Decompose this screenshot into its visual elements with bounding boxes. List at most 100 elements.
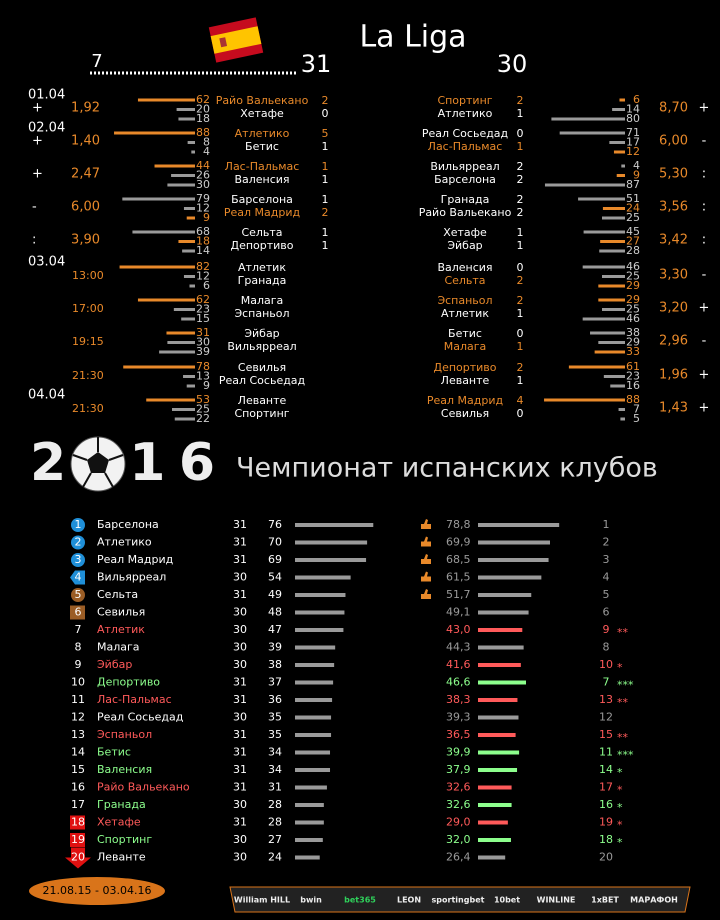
stat-value: 25 xyxy=(626,270,640,283)
rank: 1 xyxy=(603,518,610,531)
position: 18 xyxy=(71,816,85,829)
sign: + xyxy=(699,301,710,316)
stat-bar xyxy=(621,164,625,168)
sign: + xyxy=(699,368,710,383)
percent: 26,4 xyxy=(446,851,471,864)
percent-bar xyxy=(478,838,511,842)
stat-value: 5 xyxy=(633,412,640,425)
percent: 29,0 xyxy=(446,816,471,829)
sign: - xyxy=(702,334,707,349)
score: 1 xyxy=(517,107,524,120)
stat-bar xyxy=(154,164,195,168)
points: 28 xyxy=(268,816,282,829)
team: Спортинг xyxy=(97,833,152,846)
stat-bar xyxy=(137,98,195,102)
games: 30 xyxy=(233,711,247,724)
team-name: Малага xyxy=(444,340,487,353)
points: 39 xyxy=(268,641,282,654)
sign: : xyxy=(702,167,706,182)
stat-bar xyxy=(178,117,195,121)
team: Валенсия xyxy=(97,763,152,776)
points: 35 xyxy=(268,728,282,741)
percent: 61,5 xyxy=(446,571,471,584)
rank: 12 xyxy=(599,711,613,724)
position: 5 xyxy=(75,588,82,601)
points: 70 xyxy=(268,536,282,549)
date: 02.04 xyxy=(28,121,65,136)
score: 1 xyxy=(322,193,329,206)
stat-bar xyxy=(183,375,195,378)
percent-bar xyxy=(478,855,506,860)
points-bar xyxy=(295,803,324,807)
team-name: Севилья xyxy=(238,361,286,374)
score: 1 xyxy=(517,239,524,252)
stat-value: 26 xyxy=(196,169,210,182)
sponsor: bet365 xyxy=(344,896,376,905)
points-bar xyxy=(295,610,345,615)
team-name: Вильярреал xyxy=(227,340,296,353)
stat-value: 53 xyxy=(196,393,210,406)
points: 28 xyxy=(268,798,282,811)
stat-bar xyxy=(183,275,195,278)
stat-bar xyxy=(582,265,625,269)
stars: * xyxy=(617,836,623,849)
stat-bar xyxy=(146,398,195,402)
percent-bar xyxy=(478,523,560,527)
stat-value: 9 xyxy=(203,211,210,224)
sign: + xyxy=(32,101,43,116)
score: 1 xyxy=(322,173,329,186)
percent-bar xyxy=(478,663,521,667)
stat-bar xyxy=(181,317,195,321)
date: 04.04 xyxy=(28,388,65,403)
stat-value: 15 xyxy=(196,312,210,325)
points-bar xyxy=(295,785,327,790)
position-badge xyxy=(71,518,85,532)
time: 21:30 xyxy=(72,369,104,382)
team-name: Эйбар xyxy=(447,239,482,252)
team-name: Реал Мадрид xyxy=(427,394,504,407)
stat-value: 17 xyxy=(626,136,640,149)
odds: 2,96 xyxy=(659,334,688,349)
stat-bar xyxy=(186,216,195,220)
team-name: Атлетико xyxy=(438,107,493,120)
stat-bar xyxy=(568,365,625,369)
thumb-icon xyxy=(421,554,431,564)
stat-value: 62 xyxy=(196,93,210,106)
time: 13:00 xyxy=(72,269,104,282)
team-name: Спортинг xyxy=(437,94,492,107)
stat-value: 88 xyxy=(196,126,210,139)
stat-bar xyxy=(602,216,625,220)
team-name: Леванте xyxy=(238,394,287,407)
score: 2 xyxy=(517,193,524,206)
team-name: Райо Вальекано xyxy=(216,94,309,107)
stat-bar xyxy=(544,398,625,402)
team: Атлетик xyxy=(97,623,145,636)
stat-bar xyxy=(166,331,195,335)
position: 4 xyxy=(75,571,82,584)
stat-value: 24 xyxy=(626,202,640,215)
stat-bar xyxy=(167,183,195,187)
stat-value: 44 xyxy=(196,159,210,172)
position: 1 xyxy=(75,518,82,531)
team: Бетис xyxy=(97,746,131,759)
points-bar xyxy=(295,593,346,597)
stat-value: 20 xyxy=(196,103,210,116)
team-name: Атлетико xyxy=(235,127,290,140)
stat-value: 29 xyxy=(626,293,640,306)
team-name: Хетафе xyxy=(240,107,284,120)
score: 1 xyxy=(517,340,524,353)
team-name: Хетафе xyxy=(443,226,487,239)
team-name: Атлетик xyxy=(238,261,286,274)
stat-value: 80 xyxy=(626,112,640,125)
score: 1 xyxy=(322,140,329,153)
percent-bar xyxy=(478,820,508,825)
games: 31 xyxy=(233,553,247,566)
stat-bar xyxy=(122,197,195,201)
stat-bar xyxy=(171,174,195,177)
team: Эйбар xyxy=(97,658,132,671)
stars: * xyxy=(617,766,623,779)
stat-value: 33 xyxy=(626,345,640,358)
position-badge xyxy=(70,833,85,847)
score: 5 xyxy=(322,127,329,140)
stat-value: 14 xyxy=(626,103,640,116)
